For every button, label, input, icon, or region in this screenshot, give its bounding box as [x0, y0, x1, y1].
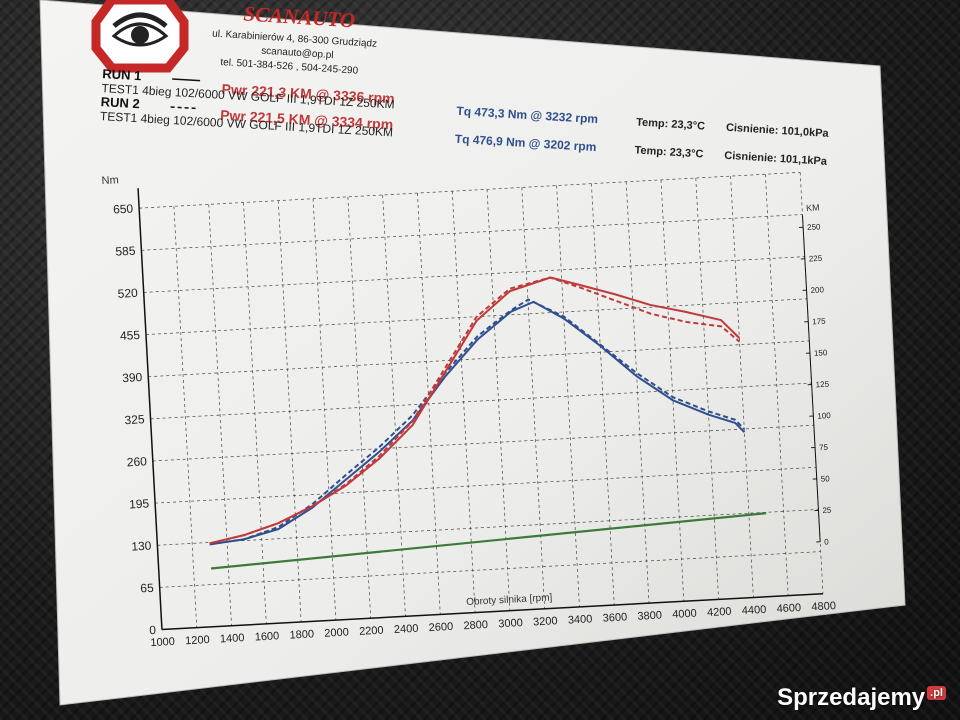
x-tick-label: 4800 — [811, 600, 836, 613]
y-tick-label: 65 — [140, 581, 154, 596]
x-axis-label: Obroty silnika [rpm] — [466, 592, 553, 608]
run1-line-sample — [172, 78, 201, 82]
y2-tick-label: 50 — [821, 474, 831, 483]
grid-line-v — [521, 187, 545, 609]
y-tick-label: 455 — [120, 328, 141, 343]
y2-tick-label: 225 — [809, 254, 823, 264]
y2-tick-label: 100 — [817, 411, 831, 421]
x-tick-label: 1000 — [150, 636, 175, 649]
x-tick-label: 1200 — [185, 634, 210, 647]
y-tick-label: 325 — [124, 412, 145, 427]
chart-axes — [137, 188, 824, 631]
x-tick-label: 2400 — [394, 623, 419, 636]
y-tick-label: 650 — [113, 201, 134, 216]
run2-temp: Temp: 23,3°C — [634, 144, 704, 160]
y-tick-label: 195 — [129, 496, 150, 511]
watermark-tld: .pl — [927, 686, 946, 700]
watermark-name: Sprzedajemy — [777, 684, 926, 711]
y2-tick-label: 150 — [814, 348, 828, 358]
x-tick-label: 3400 — [568, 613, 593, 626]
y2-tick-label: 250 — [807, 222, 821, 232]
grid-line-v — [382, 194, 406, 617]
dyno-chart: 1000 1200 1400 1600 1800 2000 2200 2400 2600 2800… — [101, 172, 836, 649]
grid-line-v — [347, 196, 372, 619]
x-tick-label: 4600 — [776, 602, 801, 615]
sprzedajemy-watermark: Sprzedajemy .pl — [777, 684, 946, 712]
grid-line-h — [148, 340, 810, 378]
x-tick-label: 2600 — [428, 621, 453, 634]
paper-sheet — [39, 0, 906, 706]
run1-temp: Temp: 23,3°C — [636, 116, 706, 132]
grid-line-h — [139, 172, 801, 209]
company-email: scanauto@op.pl — [261, 46, 334, 62]
scanauto-eye-logo — [91, 0, 189, 73]
y-tick-label: 0 — [149, 623, 157, 637]
chart-series — [209, 276, 767, 570]
x-tick-label: 2000 — [324, 626, 349, 639]
series-line — [210, 512, 767, 570]
run1-label: RUN 1 — [102, 66, 142, 83]
grid-line-h — [141, 214, 803, 251]
grid-line-v — [556, 185, 580, 607]
y2-axis-label: KM — [806, 202, 820, 213]
grid-line-h — [152, 424, 814, 462]
grid-line-h — [155, 466, 817, 504]
x-tick-label: 1600 — [254, 630, 279, 643]
y2-tick-label: 200 — [810, 285, 824, 295]
x-axis-line — [161, 592, 824, 631]
series-line — [209, 300, 746, 546]
x-tick-label: 2800 — [463, 619, 488, 632]
y-axis-line — [137, 188, 163, 630]
grid-line-h — [157, 509, 819, 546]
run2-label: RUN 2 — [100, 94, 140, 111]
y2-tick-label: 75 — [819, 443, 829, 452]
y2-tick-label: 25 — [822, 506, 832, 515]
series-line — [209, 276, 741, 545]
grid-line-v — [765, 174, 789, 596]
x-tick-label: 3600 — [602, 611, 627, 624]
y2-axis-line — [801, 215, 821, 542]
x-tick-label: 4200 — [707, 606, 732, 619]
x-tick-label: 3200 — [533, 615, 558, 628]
y-tick-label: 390 — [122, 370, 143, 385]
grid-line-v — [730, 176, 754, 598]
grid-line-v — [695, 177, 719, 600]
y2-tick-label: 125 — [815, 380, 829, 390]
y-axis-label: Nm — [101, 174, 119, 187]
x-tick-label: 3800 — [637, 609, 662, 622]
grid-line-v — [173, 206, 198, 628]
x-tick-label: 2200 — [359, 625, 384, 638]
x-tick-label: 1800 — [289, 628, 314, 641]
y-tick-label: 130 — [131, 539, 152, 554]
y-tick-label: 585 — [115, 244, 136, 259]
x-tick-label: 3000 — [498, 617, 523, 630]
x-tick-label: 1400 — [220, 632, 245, 645]
grid-line-h — [159, 551, 821, 588]
run2-line-sample — [170, 106, 199, 110]
x-tick-label: 4400 — [742, 604, 767, 617]
grid-line-h — [143, 256, 805, 293]
y2-tick-label: 175 — [812, 317, 826, 327]
y-tick-label: 260 — [126, 454, 147, 469]
y-tick-label: 520 — [117, 286, 138, 301]
x-tick-label: 4000 — [672, 608, 697, 621]
y2-tick-label: 0 — [824, 537, 829, 546]
grid-line-v — [208, 204, 232, 626]
grid-line-h — [150, 382, 812, 420]
chart-ticks: 1000 1200 1400 1600 1800 2000 2200 2400 2600 2800… — [113, 201, 836, 649]
